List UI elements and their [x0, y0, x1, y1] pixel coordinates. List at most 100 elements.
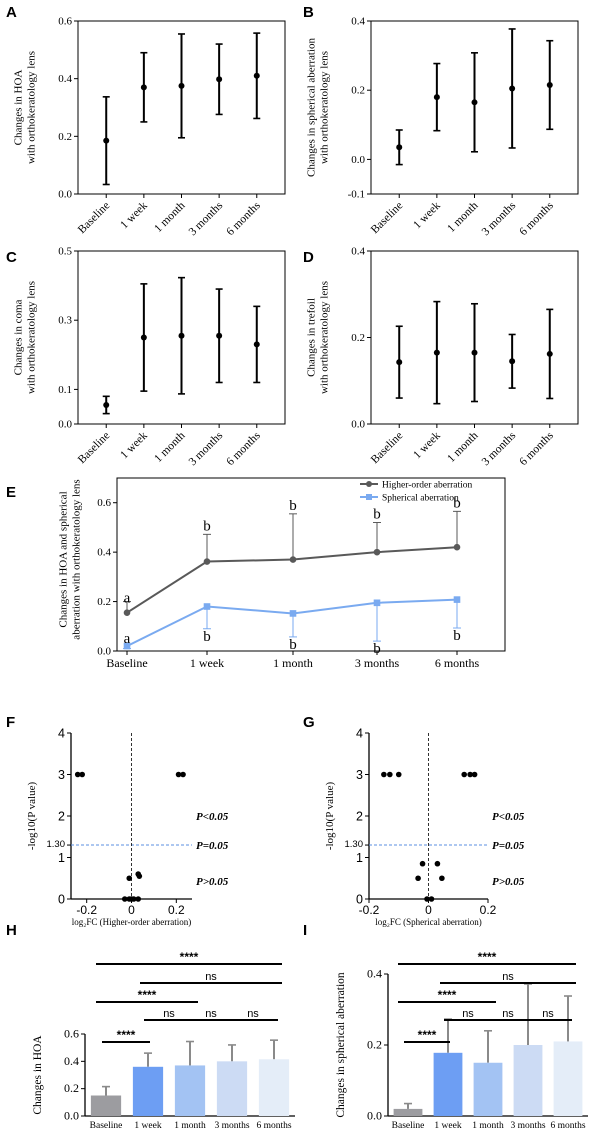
panel-letter-i: I [303, 922, 307, 939]
panel-f-ylabel: -log10(P value) [26, 782, 38, 851]
panel-i-significance-label: ns [502, 971, 514, 983]
panel-g-xlabel: log₂FC (Spherical aberration) [375, 917, 482, 927]
panel-c-point [103, 401, 110, 408]
panel-a-point [178, 82, 185, 89]
panel-e-xtick-label: 1 week [190, 656, 224, 670]
panel-a-xtick-label: 1 week [118, 199, 150, 231]
panel-b-chart: -0.1 0.0 0.2 0.4 Changes in spherical aberra… [306, 16, 579, 238]
panel-g-point [387, 771, 393, 778]
panel-e-ytick-label: 0.2 [97, 596, 111, 608]
panel-letter-a: A [6, 4, 17, 21]
panel-f-ytick-label: 4 [58, 727, 65, 741]
panel-letter-f: F [6, 714, 15, 731]
panel-c-point [216, 332, 223, 339]
panel-f-point [121, 896, 128, 902]
panel-h-significance-label: ns [163, 1008, 175, 1020]
panel-h-significance-label: **** [138, 988, 157, 1002]
panel-h-xtick-label: 3 months [214, 1121, 249, 1129]
panel-g-ytick-label: 2 [356, 810, 363, 824]
panel-f-volcano: 0 11.30 2 3 4 -0.2 0 0.2 P<0.05 P=0.05 P>0.05 log₂F… [26, 727, 229, 928]
panel-i-bar [433, 1052, 463, 1116]
panel-d-xtick-label: Baseline [369, 430, 405, 466]
panel-g-ytick-label: 1 [356, 851, 363, 865]
panel-d-xtick-label: 6 months [517, 429, 556, 468]
panel-g-annotation: P>0.05 [492, 876, 525, 888]
panel-a-point [140, 84, 147, 91]
panel-f-point [126, 875, 133, 882]
panel-c-ytick-label: 0.1 [58, 384, 72, 396]
panel-g-point [439, 875, 445, 882]
panel-a-ytick-label: 0.4 [58, 73, 72, 85]
panel-g-ytick-label: 0 [356, 893, 363, 907]
panel-h-ytick-label: 0.4 [64, 1054, 79, 1068]
panel-h-significance-label: **** [117, 1028, 136, 1042]
panel-i-significance-label: **** [478, 950, 497, 964]
panel-a-ytick-label: 0.6 [58, 16, 72, 28]
panel-f-point [175, 771, 182, 778]
panel-e-point [123, 642, 131, 650]
panel-f-annotation: P=0.05 [196, 840, 229, 852]
panel-h-bar-chart: 0.0 0.2 0.4 0.6 Changes in HOA Baseline 1 week… [32, 950, 295, 1129]
panel-a-ylabel: with orthokeratology lens [26, 51, 38, 164]
panel-f-point [135, 896, 142, 902]
panel-g-point [395, 771, 402, 778]
panel-a-ytick-label: 0.2 [58, 131, 72, 143]
panel-f-ytick-label: 1.30 [47, 839, 66, 850]
panel-b-ytick-label: -0.1 [348, 189, 365, 201]
panel-c-xtick-label: 3 months [187, 429, 226, 468]
panel-g-xtick-label: 0.2 [480, 903, 497, 917]
panel-a-xtick-label: 1 month [152, 199, 188, 235]
panel-a-ylabel: Changes in HOA [13, 70, 25, 146]
panel-c-point [178, 332, 185, 339]
panel-b-xtick-label: 1 month [445, 199, 481, 235]
panel-d-xtick-label: 1 week [411, 429, 443, 461]
panel-e-point [289, 610, 297, 617]
panel-g-ytick-label: 4 [356, 727, 363, 741]
panel-i-ylabel: Changes in spherical aberration [335, 972, 347, 1118]
panel-i-xtick-label: Baseline [392, 1121, 425, 1129]
panel-h-bar [258, 1059, 290, 1116]
panel-b-ytick-label: 0.4 [351, 16, 365, 28]
panel-b-ytick-label: 0.2 [351, 85, 365, 97]
panel-d-ytick-label: 0.0 [351, 419, 365, 431]
panel-e-point [203, 603, 211, 610]
panel-h-ytick-label: 0.6 [64, 1027, 79, 1041]
panel-i-bar [513, 1045, 543, 1116]
panel-e-significance-letter: b [453, 628, 461, 644]
panel-e-point [453, 543, 461, 551]
panel-c-point [140, 334, 147, 341]
panel-f-point [130, 896, 137, 902]
panel-i-xtick-label: 1 week [434, 1121, 461, 1129]
panel-b-xtick-label: 1 week [411, 199, 443, 231]
panel-e-significance-letter: b [289, 637, 297, 653]
panel-h-significance-label: ns [205, 971, 217, 983]
panel-e-xtick-label: 1 month [273, 656, 313, 670]
panel-a-point [253, 72, 260, 79]
panel-c-xtick-label: Baseline [76, 430, 112, 466]
panel-letter-g: G [303, 714, 315, 731]
panel-g-point [428, 896, 435, 902]
panel-letter-e: E [6, 484, 16, 501]
panel-e-frame [116, 477, 506, 652]
panel-letter-b: B [303, 4, 314, 21]
panel-e-xtick-label: 3 months [355, 656, 400, 670]
panel-i-xtick-label: 3 months [510, 1121, 545, 1129]
panel-d-point [546, 350, 553, 357]
panel-h-bar [132, 1066, 164, 1116]
panel-e-chart: 0.0 0.2 0.4 0.6 Changes in HOA and spherical… [58, 477, 506, 670]
panel-i-bar-chart: 0.0 0.2 0.4 Changes in spherical aberration… [335, 950, 588, 1129]
panel-c-ytick-label: 0.0 [58, 419, 72, 431]
panel-d-point [509, 358, 516, 365]
panel-e-point [289, 556, 297, 563]
panel-e-legend-marker [366, 481, 372, 487]
panel-e-significance-letter: a [124, 591, 131, 607]
panel-e-point [453, 596, 461, 603]
panel-e-xtick-label: 6 months [435, 656, 480, 670]
panel-d-xtick-label: 3 months [480, 429, 519, 468]
panel-b-point [471, 99, 478, 106]
panel-e-significance-letter: b [453, 495, 461, 511]
panel-g-ytick-label: 1.30 [345, 839, 364, 850]
panel-c-chart: 0.0 0.1 0.3 0.5 Changes in coma with orthoker… [13, 246, 286, 468]
